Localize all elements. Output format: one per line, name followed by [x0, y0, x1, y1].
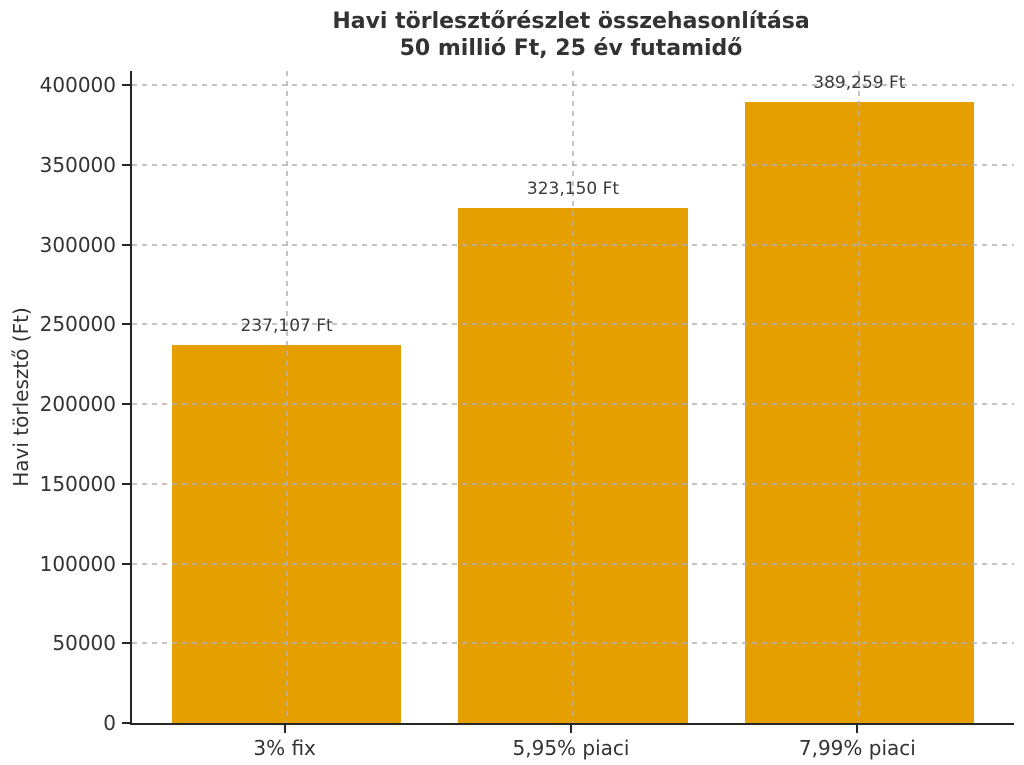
y-tick-label: 50000	[52, 631, 116, 656]
bar-value-label: 389,259 Ft	[813, 73, 906, 94]
x-tick-label: 7,99% piaci	[798, 736, 916, 760]
y-tick-mark	[122, 642, 130, 645]
bar-2	[458, 207, 688, 723]
y-tick-mark	[122, 403, 130, 405]
chart-subtitle: 50 millió Ft, 25 év futamidő	[399, 36, 743, 61]
y-tick-mark	[122, 84, 130, 86]
y-tick-label: 100000	[39, 551, 116, 576]
bar-value-label: 323,150 Ft	[526, 178, 620, 199]
y-tick-label: 300000	[39, 232, 116, 257]
y-tick-mark	[122, 562, 130, 565]
y-tick-mark	[122, 243, 130, 246]
y-tick-mark	[122, 482, 130, 485]
x-tick-label: 5,95% piaci	[512, 736, 630, 760]
y-tick-label: 0	[103, 711, 116, 735]
bar-3	[744, 102, 974, 723]
y-tick-label: 350000	[39, 152, 116, 177]
y-tick-label: 400000	[39, 73, 116, 97]
x-tick-mark	[856, 725, 859, 733]
y-tick-label: 150000	[39, 471, 116, 496]
chart-title-block: Havi törlesztőrészlet összehasonlítása 5…	[130, 8, 1012, 62]
x-tick-mark	[570, 725, 572, 733]
y-tick-mark	[122, 323, 130, 326]
y-tick-label: 200000	[39, 392, 116, 416]
bar-1	[172, 344, 402, 723]
plot-area: 237,107 Ft 323,150 Ft 389,259 Ft	[130, 71, 1014, 725]
x-tick-label: 3% fix	[253, 736, 316, 760]
y-tick-mark	[122, 722, 130, 724]
y-tick-mark	[122, 163, 130, 166]
x-tick-mark	[283, 725, 286, 733]
chart-title: Havi törlesztőrészlet összehasonlítása	[332, 9, 810, 34]
bar-value-label: 237,107 Ft	[240, 315, 333, 336]
y-tick-label: 250000	[39, 312, 116, 337]
